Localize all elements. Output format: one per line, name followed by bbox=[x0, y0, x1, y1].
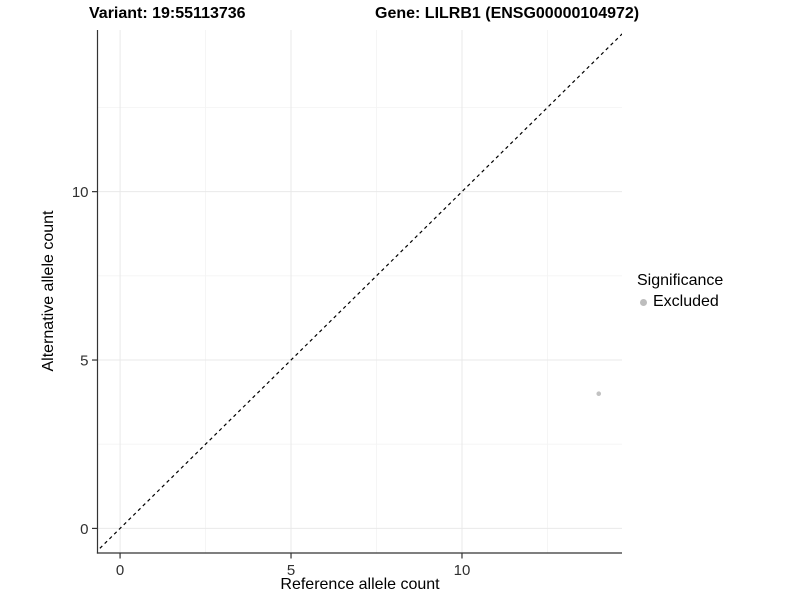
x-tick-label: 5 bbox=[287, 562, 295, 579]
legend-title: Significance bbox=[637, 272, 724, 289]
y-tick-label: 0 bbox=[80, 521, 88, 538]
legend-point-icon bbox=[640, 298, 647, 306]
data-point bbox=[596, 391, 602, 397]
legend-item-label: Excluded bbox=[653, 293, 719, 310]
x-tick-label: 10 bbox=[454, 562, 471, 579]
legend: Significance Excluded bbox=[637, 271, 723, 311]
x-axis-title: Reference allele count bbox=[280, 576, 440, 593]
plot-title-variant: Variant: 19:55113736 bbox=[89, 5, 246, 22]
y-tick-label: 5 bbox=[80, 353, 88, 370]
legend-item-excluded: Excluded bbox=[637, 293, 723, 311]
y-tick-label: 10 bbox=[72, 184, 89, 201]
y-axis-title: Alternative allele count bbox=[40, 210, 57, 372]
identity-dashed-line bbox=[97, 33, 622, 552]
x-tick-label: 0 bbox=[116, 562, 124, 579]
plot-title-gene: Gene: LILRB1 (ENSG00000104972) bbox=[375, 5, 640, 22]
